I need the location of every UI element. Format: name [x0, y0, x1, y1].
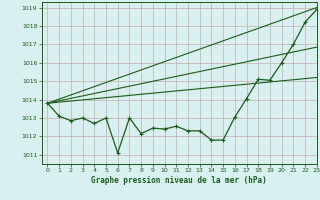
X-axis label: Graphe pression niveau de la mer (hPa): Graphe pression niveau de la mer (hPa) — [91, 176, 267, 185]
